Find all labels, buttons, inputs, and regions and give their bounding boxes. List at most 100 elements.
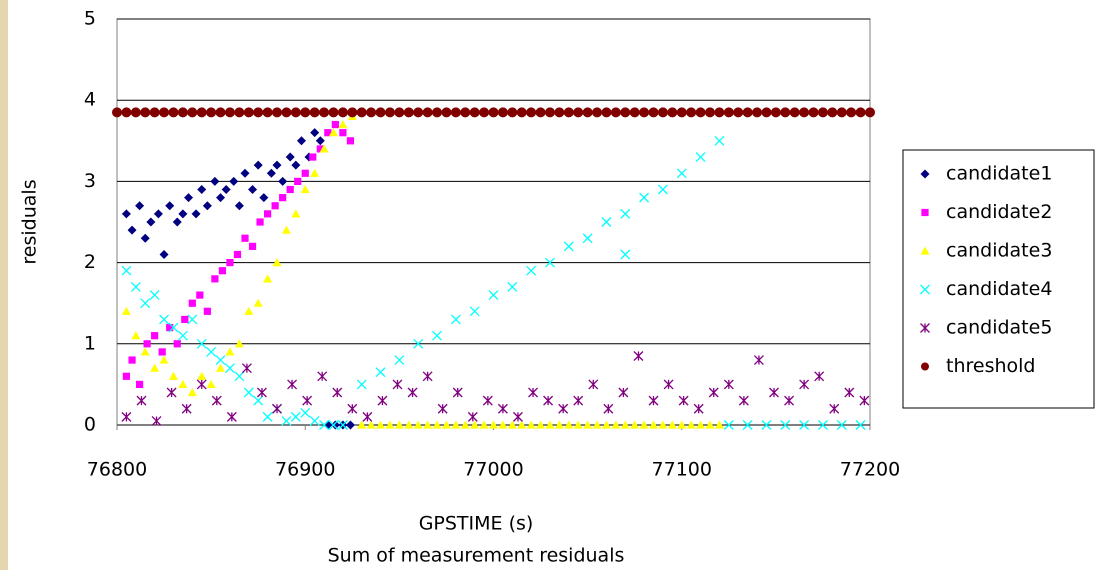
point	[422, 107, 433, 118]
x-tick-label: 77200	[840, 459, 900, 481]
point	[582, 233, 593, 244]
x-tick-label: 76800	[87, 459, 147, 481]
legend-marker	[921, 362, 929, 371]
chart-title: Sum of measurement residuals	[328, 545, 625, 567]
y-tick-label: 2	[84, 251, 96, 273]
legend-box	[902, 149, 1095, 409]
point	[135, 380, 144, 388]
point	[279, 194, 287, 202]
point	[423, 420, 433, 429]
point	[601, 107, 612, 118]
point	[206, 379, 216, 388]
point	[394, 107, 405, 118]
point	[742, 420, 753, 430]
point	[216, 193, 226, 203]
point	[181, 403, 192, 414]
point	[136, 395, 147, 406]
point	[618, 387, 629, 398]
point	[375, 367, 386, 378]
point	[140, 298, 151, 309]
point	[610, 107, 621, 118]
point	[633, 351, 644, 361]
point	[799, 379, 810, 390]
point	[738, 395, 749, 406]
point	[168, 371, 178, 380]
point	[221, 185, 231, 195]
point	[285, 152, 295, 162]
point	[256, 387, 267, 398]
point	[196, 291, 204, 299]
point	[603, 403, 614, 414]
point	[441, 107, 452, 118]
point	[817, 107, 828, 118]
point	[328, 107, 339, 118]
point	[814, 371, 825, 382]
side-strip	[0, 0, 8, 570]
point	[328, 420, 339, 430]
point	[535, 107, 546, 118]
point	[281, 107, 292, 118]
point	[172, 217, 182, 227]
y-tick-label: 0	[84, 414, 96, 436]
point	[432, 107, 443, 118]
point	[112, 107, 122, 118]
point	[384, 107, 395, 118]
point	[197, 371, 207, 380]
point	[215, 107, 226, 118]
x-axis-label: GPSTIME (s)	[419, 513, 534, 535]
point	[309, 153, 317, 161]
point	[300, 107, 311, 118]
y-axis-label: residuals	[19, 179, 41, 264]
point	[413, 107, 424, 118]
point	[865, 107, 875, 118]
point	[470, 420, 480, 429]
point	[789, 107, 800, 118]
point	[211, 395, 222, 406]
point	[149, 290, 160, 301]
point	[657, 184, 668, 195]
point	[291, 160, 301, 170]
point	[216, 363, 226, 372]
point	[272, 258, 282, 267]
point	[226, 411, 237, 422]
point	[629, 107, 640, 118]
point	[300, 185, 310, 194]
point	[202, 201, 212, 211]
point	[582, 107, 593, 118]
point	[244, 306, 254, 315]
point	[262, 411, 273, 422]
point	[332, 387, 343, 398]
point	[122, 372, 131, 380]
point	[319, 107, 330, 118]
point	[696, 420, 706, 429]
point	[742, 107, 753, 118]
legend-marker	[921, 208, 929, 217]
point	[588, 379, 599, 390]
point	[573, 107, 584, 118]
point	[191, 209, 201, 219]
point	[497, 403, 508, 414]
point	[469, 107, 480, 118]
point	[259, 193, 269, 203]
point	[657, 107, 668, 118]
point	[663, 379, 674, 390]
point	[708, 387, 719, 398]
legend-label: candidate2	[946, 201, 1052, 223]
point	[339, 129, 347, 137]
point	[159, 314, 170, 325]
point	[573, 420, 583, 429]
point	[196, 379, 207, 390]
point	[601, 217, 612, 227]
point	[450, 107, 461, 118]
point	[233, 250, 242, 259]
point	[507, 107, 518, 118]
point	[346, 137, 355, 145]
point	[291, 209, 301, 218]
point	[827, 107, 838, 118]
point	[648, 395, 659, 406]
point	[829, 403, 840, 414]
point	[357, 420, 367, 429]
point	[460, 107, 471, 118]
point	[309, 107, 320, 118]
